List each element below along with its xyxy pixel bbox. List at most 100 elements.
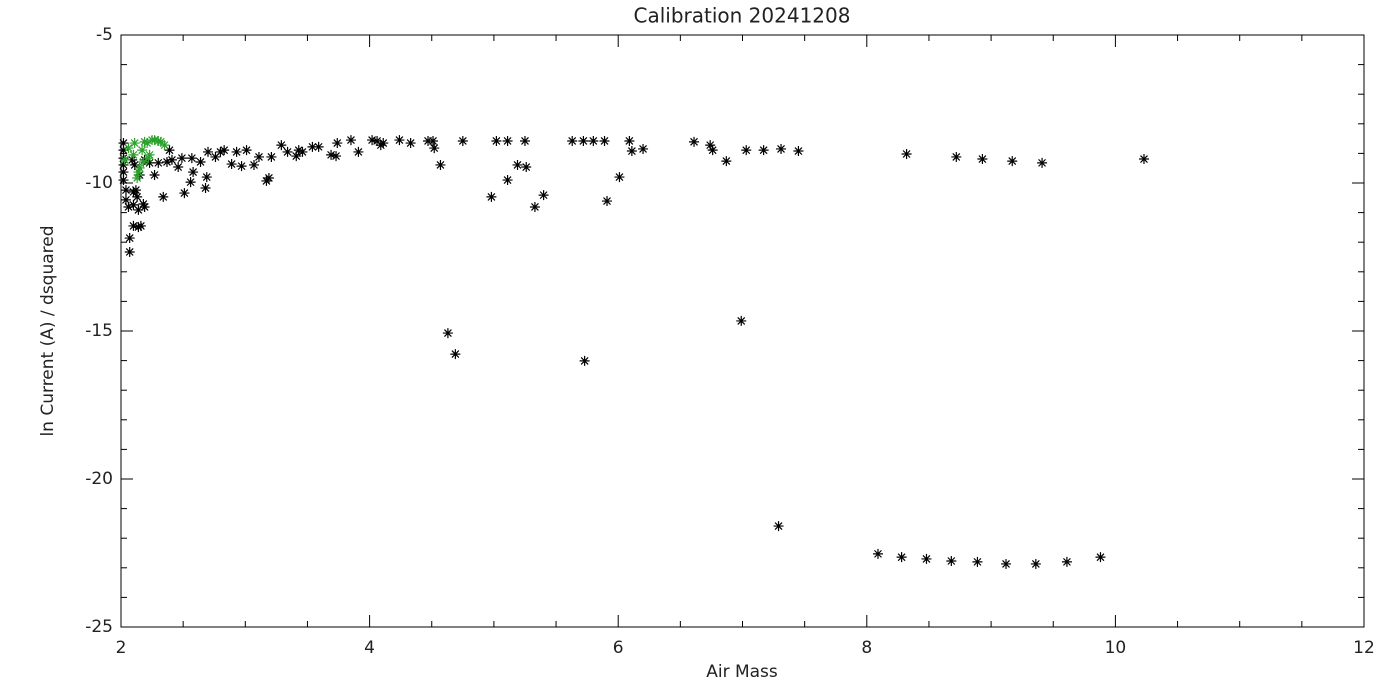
data-point	[153, 157, 164, 168]
data-point	[741, 145, 752, 156]
data-point	[896, 552, 907, 563]
data-point	[149, 170, 160, 181]
data-point	[128, 220, 139, 231]
data-point	[253, 151, 264, 162]
data-point	[137, 145, 148, 156]
data-point	[203, 146, 214, 157]
data-point	[164, 145, 175, 156]
data-point	[972, 556, 983, 567]
data-point	[263, 172, 274, 183]
data-point	[210, 151, 221, 162]
y-axis-label: ln Current (A) / dsquared	[38, 225, 58, 436]
data-point	[1095, 552, 1106, 563]
data-point	[638, 143, 649, 154]
data-point	[158, 191, 169, 202]
data-point	[502, 175, 513, 186]
data-point	[588, 135, 599, 146]
data-point	[149, 135, 160, 146]
data-point	[159, 140, 170, 151]
data-point	[119, 154, 130, 165]
y-tick-label: -15	[85, 321, 113, 341]
data-point	[367, 135, 378, 146]
data-point	[578, 135, 589, 146]
data-point	[215, 146, 226, 157]
data-point	[599, 135, 610, 146]
data-point	[345, 135, 356, 146]
data-point	[139, 136, 150, 147]
data-point	[529, 201, 540, 212]
data-point	[176, 153, 187, 164]
data-point	[614, 172, 625, 183]
y-tick-label: -10	[85, 173, 113, 193]
data-point	[405, 138, 416, 149]
data-point	[773, 521, 784, 532]
data-point	[120, 194, 131, 205]
data-point	[118, 159, 129, 170]
data-point	[951, 151, 962, 162]
data-point	[626, 146, 637, 157]
data-point	[707, 145, 718, 156]
data-point	[502, 135, 513, 146]
data-point	[138, 199, 149, 210]
data-point	[519, 135, 530, 146]
data-point	[134, 162, 145, 173]
data-point	[133, 167, 144, 178]
data-point	[427, 135, 438, 146]
x-tick-label: 2	[116, 638, 127, 658]
data-point	[1037, 157, 1048, 168]
data-point	[129, 138, 140, 149]
data-point	[153, 135, 164, 146]
data-point	[1001, 558, 1012, 569]
data-point	[186, 153, 197, 164]
data-point	[353, 146, 364, 157]
data-point	[293, 145, 304, 156]
data-point	[128, 149, 139, 160]
data-point	[486, 191, 497, 202]
x-tick-label: 8	[861, 638, 872, 658]
data-point	[123, 143, 134, 154]
data-point	[579, 355, 590, 366]
y-tick-label: -5	[96, 25, 113, 45]
data-point	[132, 172, 143, 183]
data-point	[173, 162, 184, 173]
data-point	[435, 159, 446, 170]
data-point	[118, 138, 129, 149]
data-point	[118, 175, 129, 186]
x-axis-label: Air Mass	[706, 662, 778, 682]
x-tick-label: 6	[613, 638, 624, 658]
data-point	[291, 151, 302, 162]
data-point	[758, 145, 769, 156]
data-point	[721, 156, 732, 167]
data-point	[133, 204, 144, 215]
data-point	[372, 135, 383, 146]
data-point	[331, 151, 342, 162]
data-point	[1061, 556, 1072, 567]
data-point	[921, 553, 932, 564]
data-point	[1138, 154, 1149, 165]
data-point	[226, 159, 237, 170]
data-point	[142, 138, 153, 149]
data-point	[127, 154, 138, 165]
data-point	[793, 146, 804, 157]
data-point	[276, 140, 287, 151]
data-point	[689, 136, 700, 147]
data-point	[161, 156, 172, 167]
data-point	[185, 177, 196, 188]
data-point	[521, 162, 532, 173]
data-point	[1030, 558, 1041, 569]
data-point	[139, 201, 150, 212]
data-point	[872, 548, 883, 559]
data-point	[491, 135, 502, 146]
data-point	[450, 349, 461, 360]
data-point	[124, 233, 135, 244]
data-point	[138, 156, 149, 167]
data-point	[332, 138, 343, 149]
data-point	[236, 161, 247, 172]
data-point	[282, 146, 293, 157]
data-point	[602, 196, 613, 207]
data-point	[133, 222, 144, 233]
data-point	[130, 185, 141, 196]
data-point	[457, 135, 468, 146]
x-tick-label: 12	[1353, 638, 1375, 658]
